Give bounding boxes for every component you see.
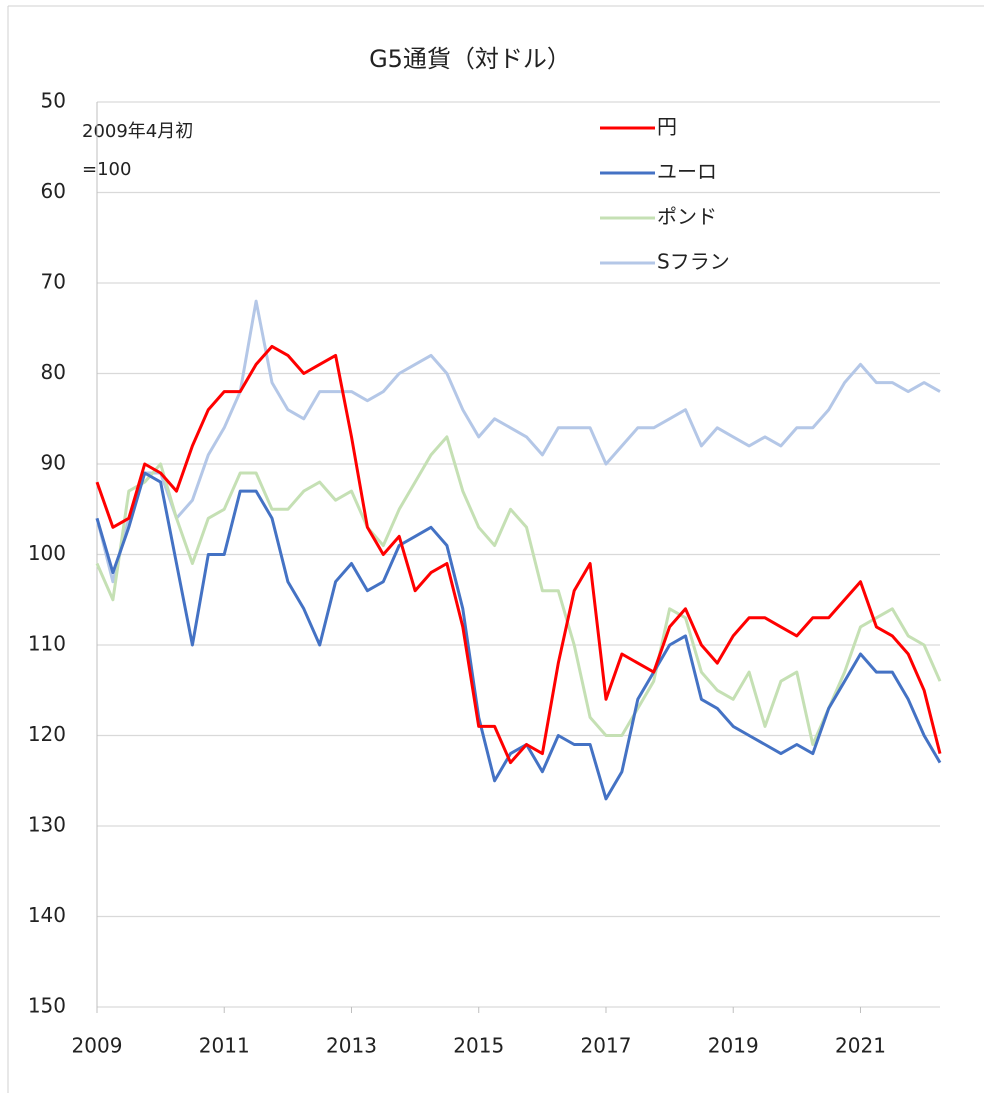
x-tick-label: 2011 bbox=[199, 1034, 250, 1058]
x-tick-label: 2021 bbox=[835, 1034, 886, 1058]
x-tick-label: 2013 bbox=[326, 1034, 377, 1058]
chart-title: G5通貨（対ドル） bbox=[369, 45, 571, 73]
annotation: 2009年4月初 bbox=[82, 121, 193, 142]
series-line bbox=[95, 435, 942, 746]
y-tick-label: 150 bbox=[28, 994, 66, 1018]
legend-label: ポンド bbox=[657, 205, 717, 229]
x-tick-label: 2009 bbox=[72, 1034, 123, 1058]
y-tick-label: 80 bbox=[41, 360, 66, 384]
legend-label: ユーロ bbox=[657, 160, 717, 184]
y-tick-label: 70 bbox=[41, 270, 66, 294]
y-tick-label: 110 bbox=[28, 632, 66, 656]
x-tick-label: 2015 bbox=[453, 1034, 504, 1058]
x-tick-label: 2017 bbox=[581, 1034, 632, 1058]
x-tick-label: 2019 bbox=[708, 1034, 759, 1058]
annotation: =100 bbox=[82, 159, 131, 180]
series-line bbox=[95, 299, 941, 584]
legend-label: 円 bbox=[657, 115, 677, 139]
y-tick-label: 60 bbox=[41, 179, 66, 203]
y-tick-label: 120 bbox=[28, 722, 66, 746]
y-tick-label: 140 bbox=[28, 903, 66, 927]
y-tick-label: 90 bbox=[41, 451, 66, 475]
series-line bbox=[95, 344, 942, 765]
y-tick-label: 130 bbox=[28, 813, 66, 837]
series-line bbox=[95, 471, 942, 801]
y-tick-label: 50 bbox=[41, 89, 66, 113]
legend-label: Sフラン bbox=[657, 250, 730, 274]
y-tick-label: 100 bbox=[28, 541, 66, 565]
